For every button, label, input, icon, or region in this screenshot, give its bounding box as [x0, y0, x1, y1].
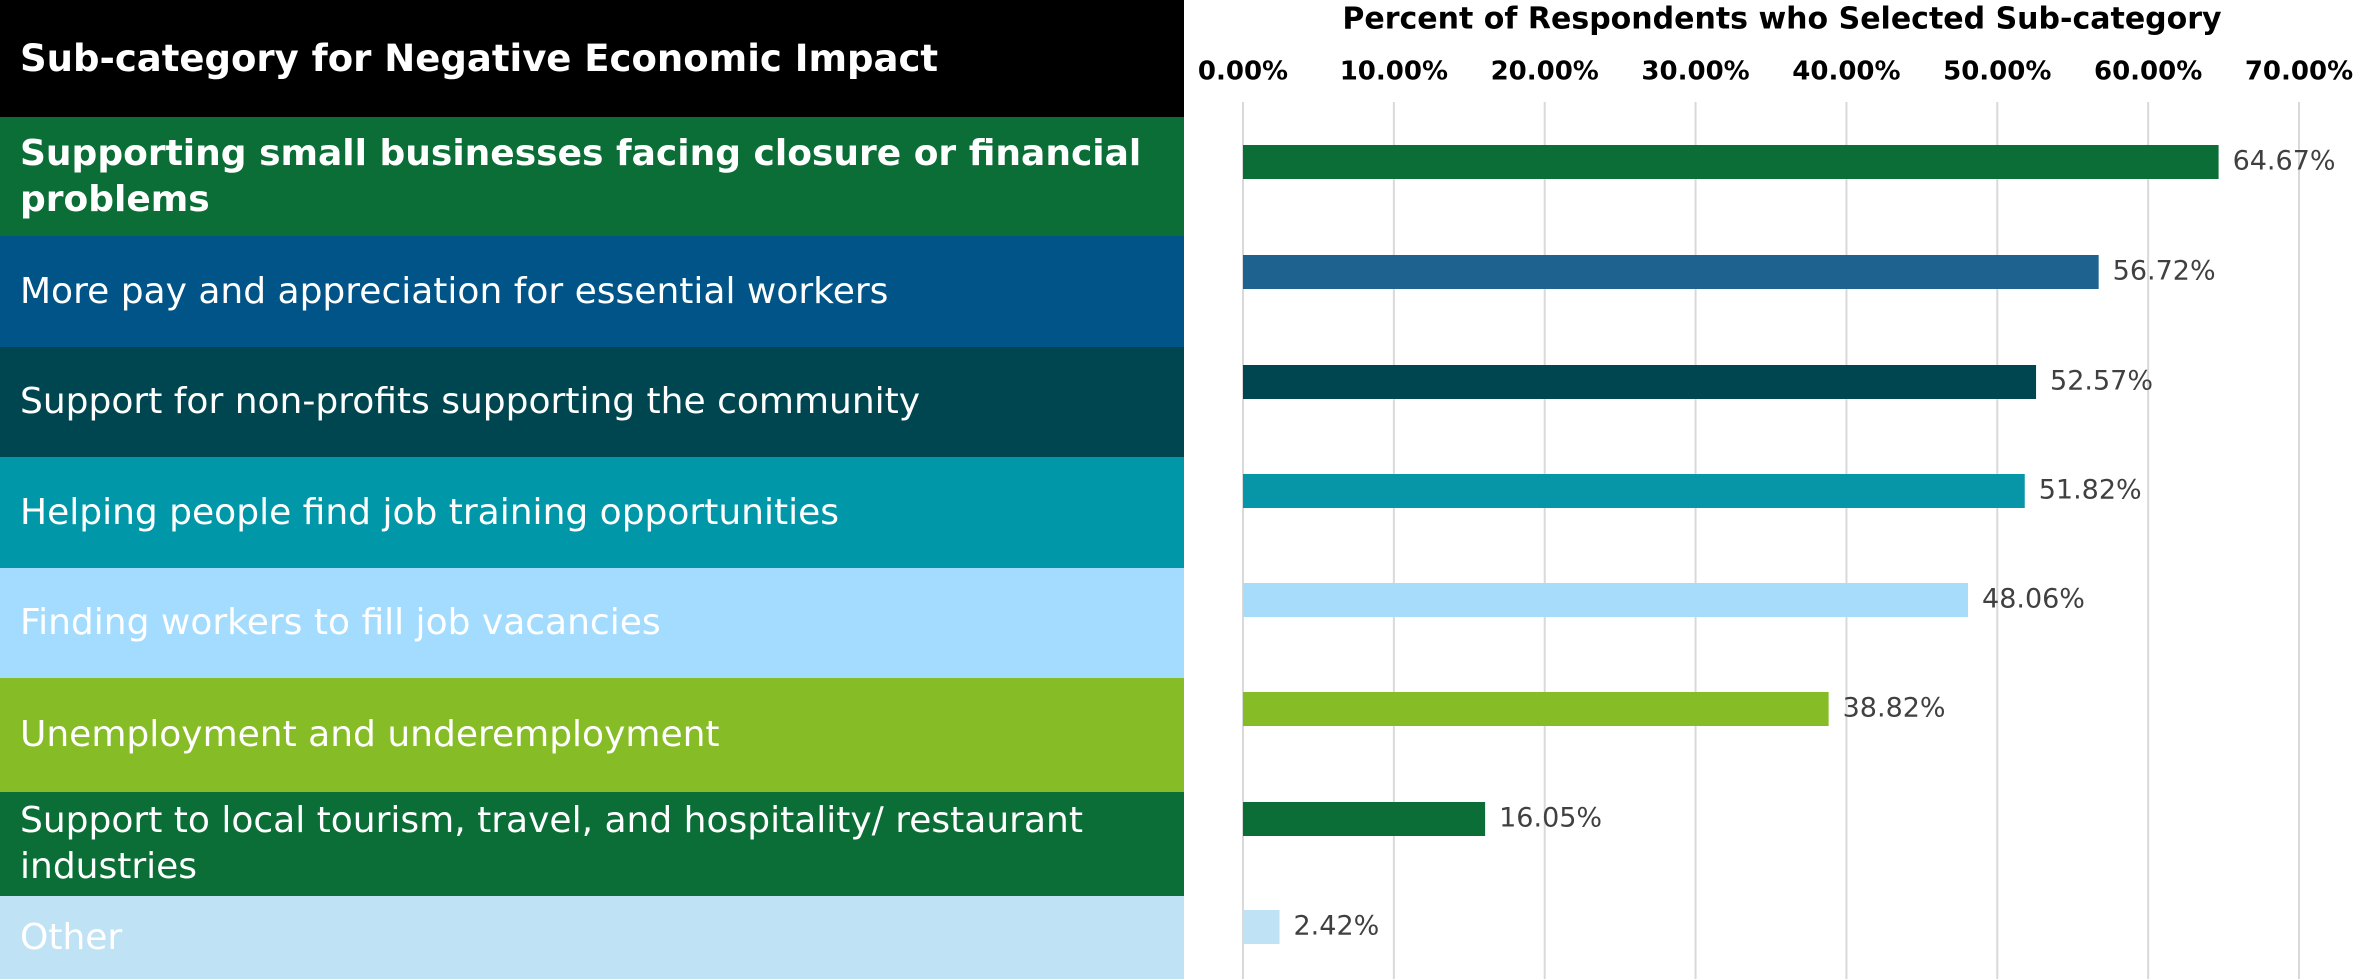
- category-label: Supporting small businesses facing closu…: [0, 117, 1184, 236]
- category-label: Finding workers to fill job vacancies: [0, 568, 1184, 678]
- x-tick-label: 30.00%: [1641, 57, 1749, 87]
- value-label: 52.57%: [2050, 366, 2153, 397]
- bar: [1243, 474, 2025, 508]
- table-header: Sub-category for Negative Economic Impac…: [0, 0, 1184, 117]
- x-tick-label: 20.00%: [1491, 57, 1599, 87]
- category-label: Unemployment and underemployment: [0, 678, 1184, 792]
- value-label: 51.82%: [2039, 475, 2142, 506]
- category-label: Other: [0, 896, 1184, 979]
- category-label: More pay and appreciation for essential …: [0, 236, 1184, 347]
- bar: [1243, 255, 2099, 289]
- category-label: Support to local tourism, travel, and ho…: [0, 792, 1184, 896]
- category-label: Support for non-profits supporting the c…: [0, 347, 1184, 457]
- x-tick-label: 10.00%: [1340, 57, 1448, 87]
- bar: [1243, 910, 1280, 944]
- value-label: 38.82%: [1843, 693, 1946, 724]
- value-label: 16.05%: [1499, 803, 1602, 834]
- value-label: 48.06%: [1982, 584, 2085, 615]
- x-tick-label: 40.00%: [1792, 57, 1900, 87]
- category-table: Sub-category for Negative Economic Impac…: [0, 0, 1184, 979]
- x-tick-label: 50.00%: [1943, 57, 2051, 87]
- bar: [1243, 365, 2037, 399]
- x-tick-label: 0.00%: [1198, 57, 1288, 87]
- bar: [1243, 802, 1486, 836]
- value-label: 56.72%: [2113, 256, 2216, 287]
- x-axis-title: Percent of Respondents who Selected Sub-…: [1342, 2, 2222, 37]
- category-label: Helping people find job training opportu…: [0, 457, 1184, 568]
- bar: [1243, 583, 1969, 617]
- bar: [1243, 692, 1829, 726]
- x-tick-label: 60.00%: [2094, 57, 2202, 87]
- value-label: 64.67%: [2233, 146, 2336, 177]
- x-tick-label: 70.00%: [2245, 57, 2353, 87]
- value-label: 2.42%: [1294, 911, 1380, 942]
- bar: [1243, 145, 2219, 179]
